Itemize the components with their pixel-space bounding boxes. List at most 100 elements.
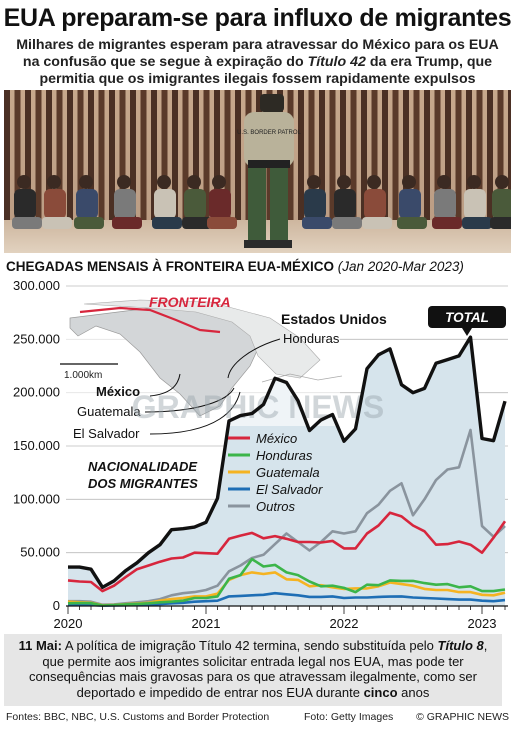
series-line-outros: [68, 428, 506, 606]
series-lines: [67, 335, 507, 607]
subtitle-part2: da era Trump, que permitia que os imigra…: [39, 54, 493, 87]
note-text-3: anos: [397, 684, 430, 700]
policy-note: 11 Mai: A política de imigração Título 4…: [4, 634, 502, 706]
fence-bar: [140, 90, 147, 228]
x-tick-label: 2022: [330, 616, 359, 631]
legend-label: Guatemala: [256, 465, 320, 480]
fence-bar: [319, 90, 325, 228]
fence-bar: [224, 90, 231, 228]
fence-bar: [392, 90, 399, 228]
fence-bar: [413, 90, 420, 228]
fence-bar: [361, 90, 367, 228]
migrant-figure: [397, 175, 427, 229]
note-emph: Título 8: [437, 638, 484, 653]
fence-bar: [329, 90, 336, 228]
migrant-figure: [182, 175, 212, 229]
fence-bar: [88, 90, 94, 228]
fence-bar: [455, 90, 462, 228]
fence-bar: [77, 90, 84, 228]
fence-bar: [4, 90, 10, 228]
fence-bar: [214, 90, 220, 228]
arrivals-chart: FRONTEIRA 1.000km Estados Unidos Hondura…: [13, 278, 508, 631]
fence-bar: [98, 90, 105, 228]
chart-title: CHEGADAS MENSAIS À FRONTEIRA EUA-MÉXICO …: [6, 259, 464, 274]
migrant-figure: [302, 175, 332, 229]
footer-sources: Fontes: BBC, NBC, U.S. Customs and Borde…: [6, 711, 270, 723]
series-line-mexico: [67, 511, 507, 593]
series-line-total: [68, 335, 507, 589]
subtitle-part1: Milhares de migrantes esperam para atrav…: [16, 37, 499, 70]
fence-bar: [371, 90, 378, 228]
chart-title-period: (Jan 2020-Mar 2023): [337, 259, 464, 274]
page-subtitle: Milhares de migrantes esperam para atrav…: [10, 37, 505, 88]
map-scale: 1.000km: [64, 370, 102, 381]
note-lead: 11 Mai:: [18, 638, 62, 653]
note-text-1: A política de imigração Título 42 termin…: [61, 638, 438, 653]
legend-title-line2: DOS MIGRANTES: [88, 476, 198, 491]
fence-bar: [350, 90, 357, 228]
fence-bar: [25, 90, 31, 228]
total-area-fill: [68, 337, 505, 606]
total-label: TOTAL: [445, 310, 489, 325]
legend-label: Honduras: [256, 448, 313, 463]
total-callout: TOTAL: [428, 306, 506, 336]
migrant-figure: [152, 175, 182, 229]
patrol-badge-text: U.S. BORDER PATROL: [237, 130, 301, 136]
footer-brand: © GRAPHIC NEWS: [416, 711, 509, 723]
x-axis: 2020 2021 2022 2023: [54, 605, 508, 631]
legend-label: México: [256, 431, 297, 446]
fence-bar: [130, 90, 136, 228]
legend: NACIONALIDADE DOS MIGRANTES México Hondur…: [88, 431, 323, 514]
note-text-2: , que permite aos imigrantes solicitar e…: [28, 638, 488, 700]
map-label-mexico: México: [96, 384, 140, 399]
y-tick-label: 300.000: [13, 278, 60, 293]
migrant-figure: [490, 175, 511, 229]
fence-bar: [508, 90, 511, 228]
migrant-figure: [207, 175, 237, 229]
y-tick-label: 50.000: [20, 545, 60, 560]
fence-bar: [172, 90, 178, 228]
legend-label: Outros: [256, 499, 296, 514]
subtitle-emph: Título 42: [307, 54, 366, 70]
fence-bar: [445, 90, 451, 228]
fence-bar: [497, 90, 504, 228]
map-border-label: FRONTEIRA: [149, 294, 231, 310]
series-line-honduras: [67, 557, 506, 607]
note-bold: cinco: [363, 684, 398, 700]
migrant-figure: [12, 175, 42, 229]
fence-bar: [424, 90, 430, 228]
fence-bar: [14, 90, 21, 228]
fence-bar: [46, 90, 52, 228]
inset-map: FRONTEIRA 1.000km Estados Unidos Hondura…: [60, 292, 387, 441]
border-agent-figure: U.S. BORDER PATROL: [237, 94, 302, 248]
migrant-figure: [332, 175, 362, 229]
fence-bar: [298, 90, 304, 228]
fence-bar: [466, 90, 472, 228]
fence-bar: [403, 90, 409, 228]
fence-bar: [151, 90, 157, 228]
footer-photo-credit: Foto: Getty Images: [304, 711, 394, 723]
border-photo: U.S. BORDER PATROL: [4, 90, 511, 253]
fence-bar: [340, 90, 346, 228]
fence-bar: [119, 90, 126, 228]
y-tick-label: 100.000: [13, 491, 60, 506]
fence-bar: [67, 90, 73, 228]
migrant-figure: [362, 175, 392, 229]
fence-bar: [35, 90, 42, 228]
y-axis: 0 50.000 100.000 150.000 200.000 250.000 300.0…: [13, 278, 60, 613]
migrant-figure: [74, 175, 104, 229]
legend-title-line1: NACIONALIDADE: [88, 459, 197, 474]
fence-bar: [109, 90, 115, 228]
migrant-figure: [462, 175, 492, 229]
map-label-guatemala: Guatemala: [77, 404, 141, 419]
y-tick-label: 250.000: [13, 331, 60, 346]
fence-bar: [434, 90, 441, 228]
page-title: EUA preparam-se para influxo de migrante…: [3, 4, 512, 32]
map-label-usa: Estados Unidos: [281, 311, 387, 327]
fence-bar: [193, 90, 199, 228]
fence-bar: [487, 90, 493, 228]
legend-label: El Salvador: [256, 482, 323, 497]
chart-title-main: CHEGADAS MENSAIS À FRONTEIRA EUA-MÉXICO: [6, 259, 335, 274]
y-tick-label: 200.000: [13, 385, 60, 400]
fence-bar: [161, 90, 168, 228]
